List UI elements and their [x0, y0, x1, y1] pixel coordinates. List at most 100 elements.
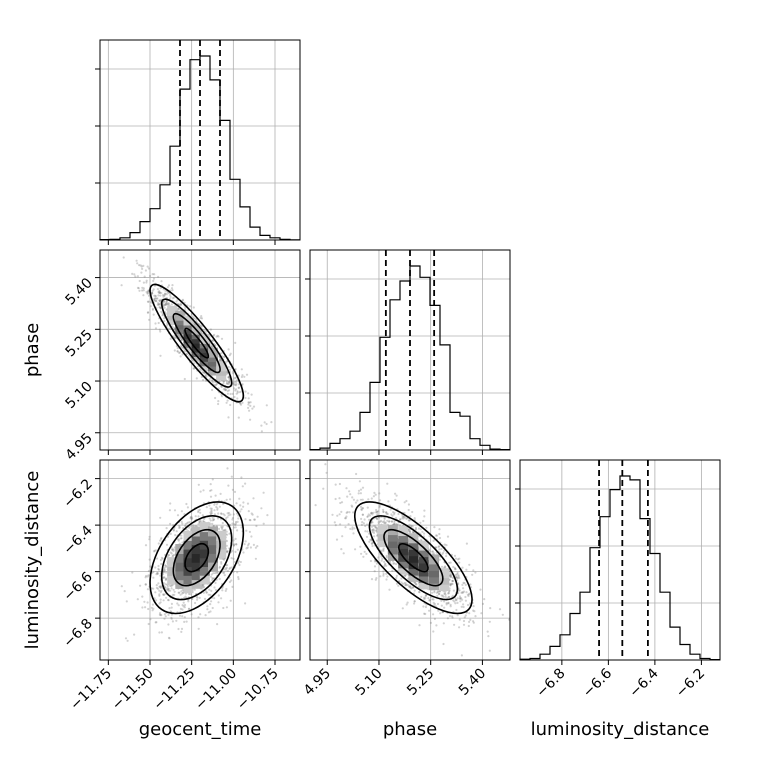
sample-point — [145, 574, 148, 578]
density-block — [183, 530, 194, 541]
density-block — [387, 544, 398, 555]
sample-point — [209, 495, 213, 498]
density-block — [408, 539, 419, 550]
x-tick-label: −6.2 — [673, 666, 708, 701]
sample-point — [333, 521, 336, 524]
sample-point — [449, 570, 452, 574]
sample-point — [237, 383, 240, 386]
sample-point — [181, 608, 184, 611]
sample-point — [373, 491, 376, 494]
density-block — [175, 561, 186, 572]
sample-point — [244, 482, 247, 485]
sample-point — [160, 631, 163, 634]
sample-point — [182, 527, 185, 530]
sample-point — [472, 609, 475, 612]
sample-point — [237, 374, 240, 377]
sample-point — [219, 359, 222, 362]
sample-point — [173, 590, 176, 593]
sample-point — [361, 513, 364, 516]
sample-point — [402, 517, 405, 520]
sample-point — [144, 269, 147, 272]
sample-point — [382, 510, 385, 513]
sample-point — [214, 344, 217, 347]
sample-point — [358, 480, 361, 483]
sample-point — [240, 476, 243, 479]
sample-point — [357, 489, 361, 492]
sample-point — [149, 305, 152, 308]
sample-point — [229, 392, 232, 396]
sample-point — [159, 294, 162, 297]
sample-point — [176, 350, 179, 353]
sample-point — [458, 557, 461, 560]
sample-point — [217, 512, 220, 515]
sample-point — [237, 517, 240, 520]
sample-point — [238, 402, 242, 405]
sample-point — [186, 353, 189, 356]
sample-point — [382, 572, 385, 576]
sample-point — [407, 508, 410, 512]
sample-point — [247, 392, 250, 395]
density-block — [439, 581, 450, 592]
density-block — [387, 531, 398, 542]
sample-point — [151, 273, 154, 276]
sample-point — [156, 297, 159, 300]
sample-point — [418, 624, 421, 627]
sample-point — [445, 603, 448, 606]
sample-point — [390, 520, 393, 523]
sample-point — [156, 572, 159, 575]
sample-point — [449, 574, 452, 577]
sample-point — [352, 532, 355, 535]
sample-point — [141, 267, 144, 270]
sample-point — [370, 578, 374, 581]
sample-point — [220, 337, 224, 340]
sample-point — [393, 521, 396, 524]
sample-point — [172, 528, 175, 531]
sample-point — [265, 422, 268, 426]
sample-point — [210, 489, 213, 492]
sample-point — [413, 589, 416, 592]
sample-point — [155, 599, 158, 602]
sample-point — [464, 595, 467, 599]
sample-point — [365, 535, 369, 539]
sample-point — [325, 471, 328, 474]
sample-point — [160, 310, 163, 313]
sample-point — [163, 320, 166, 323]
sample-point — [199, 490, 202, 493]
sample-point — [480, 612, 483, 615]
sample-point — [220, 562, 223, 565]
sample-point — [153, 550, 156, 553]
y-tick-label: −6.8 — [60, 616, 95, 651]
sample-point — [214, 572, 217, 575]
sample-point — [165, 578, 168, 581]
sample-point — [464, 614, 467, 617]
sample-point — [140, 271, 143, 274]
sample-point — [126, 639, 129, 642]
sample-point — [162, 576, 165, 579]
sample-point — [486, 630, 489, 633]
sample-point — [158, 589, 161, 592]
sample-point — [158, 593, 161, 596]
sample-point — [366, 530, 369, 533]
sample-point — [220, 395, 223, 398]
sample-point — [163, 617, 166, 620]
sample-point — [154, 299, 157, 302]
sample-point — [215, 571, 218, 574]
sample-point — [201, 514, 204, 517]
sample-point — [158, 631, 161, 634]
sample-point — [146, 292, 149, 295]
sample-point — [362, 555, 365, 558]
sample-point — [382, 548, 385, 551]
sample-point — [211, 519, 214, 522]
sample-point — [223, 574, 226, 577]
sample-point — [432, 598, 435, 601]
sample-point — [344, 517, 347, 520]
sample-point — [146, 300, 150, 303]
sample-point — [226, 533, 229, 536]
sample-point — [162, 581, 165, 585]
sample-point — [246, 546, 249, 549]
sample-point — [452, 599, 455, 602]
sample-point — [194, 515, 197, 518]
sample-point — [192, 306, 195, 309]
sample-point — [370, 542, 373, 545]
sample-point — [209, 519, 212, 522]
